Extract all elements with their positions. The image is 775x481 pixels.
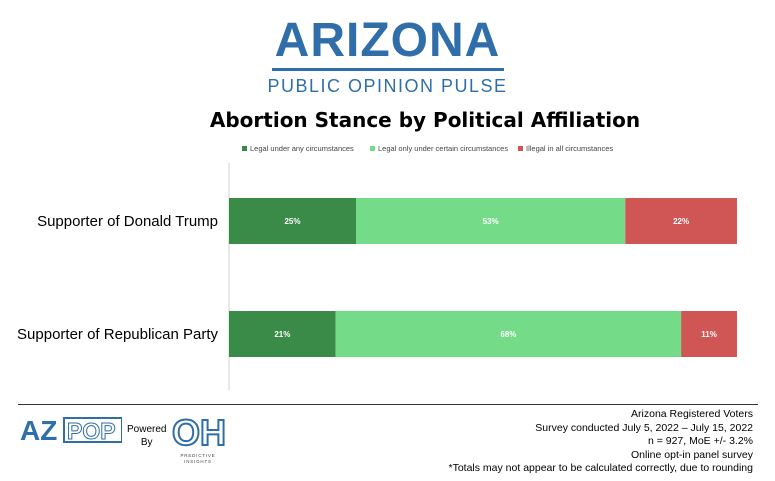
note-line: n = 927, MoE +/- 3.2% bbox=[647, 435, 753, 447]
chart-title: Abortion Stance by Political Affiliation bbox=[209, 108, 641, 132]
chart: Legal under any circumstances Legal only … bbox=[17, 144, 737, 390]
bar-segment bbox=[625, 198, 737, 244]
logo-title: ARIZONA bbox=[274, 14, 501, 67]
footer-divider bbox=[18, 404, 758, 405]
arizona-logo: ARIZONA PUBLIC OPINION PULSE bbox=[0, 14, 775, 97]
data-label: 25% bbox=[284, 217, 300, 226]
bar-segment bbox=[681, 311, 737, 357]
legend-label: Illegal in all circumstances bbox=[526, 144, 613, 153]
svg-text:INSIGHTS: INSIGHTS bbox=[184, 459, 212, 464]
bar-segment bbox=[335, 311, 682, 357]
data-label: 22% bbox=[673, 217, 689, 226]
note-line: Survey conducted July 5, 2022 – July 15,… bbox=[535, 421, 753, 434]
note-line: Online opt-in panel survey bbox=[631, 448, 753, 461]
azpop-logo: AZ POP bbox=[20, 415, 122, 445]
predictive-insights-logo: OH PREDICTIVE INSIGHTS bbox=[171, 411, 226, 464]
legend-swatch bbox=[370, 146, 375, 151]
svg-text:PREDICTIVE: PREDICTIVE bbox=[180, 453, 215, 458]
data-label: 53% bbox=[483, 217, 499, 226]
note-line: *Totals may not appear to be calculated … bbox=[448, 462, 754, 474]
legend-label: Legal under any circumstances bbox=[250, 144, 354, 153]
svg-text:POP: POP bbox=[67, 418, 116, 444]
survey-notes: Arizona Registered Voters Survey conduct… bbox=[449, 408, 754, 476]
legend-swatch bbox=[518, 146, 523, 151]
legend-swatch bbox=[242, 146, 247, 151]
note-line: Arizona Registered Voters bbox=[631, 408, 753, 420]
bar-segment bbox=[356, 198, 626, 244]
logo-divider bbox=[271, 68, 504, 71]
bar-segment bbox=[229, 198, 356, 244]
logo-subtitle: PUBLIC OPINION PULSE bbox=[267, 76, 508, 96]
data-label: 11% bbox=[701, 330, 717, 339]
data-label: 68% bbox=[500, 330, 516, 339]
legend-label: Legal only under certain circumstances bbox=[378, 144, 508, 153]
data-label: 21% bbox=[274, 330, 290, 339]
svg-text:OH: OH bbox=[172, 412, 226, 453]
category-label: Supporter of Republican Party bbox=[17, 326, 218, 343]
svg-text:AZ: AZ bbox=[20, 415, 57, 445]
powered-by: Powered By bbox=[127, 424, 167, 448]
bar-segment bbox=[229, 311, 336, 357]
category-label: Supporter of Donald Trump bbox=[37, 213, 218, 230]
